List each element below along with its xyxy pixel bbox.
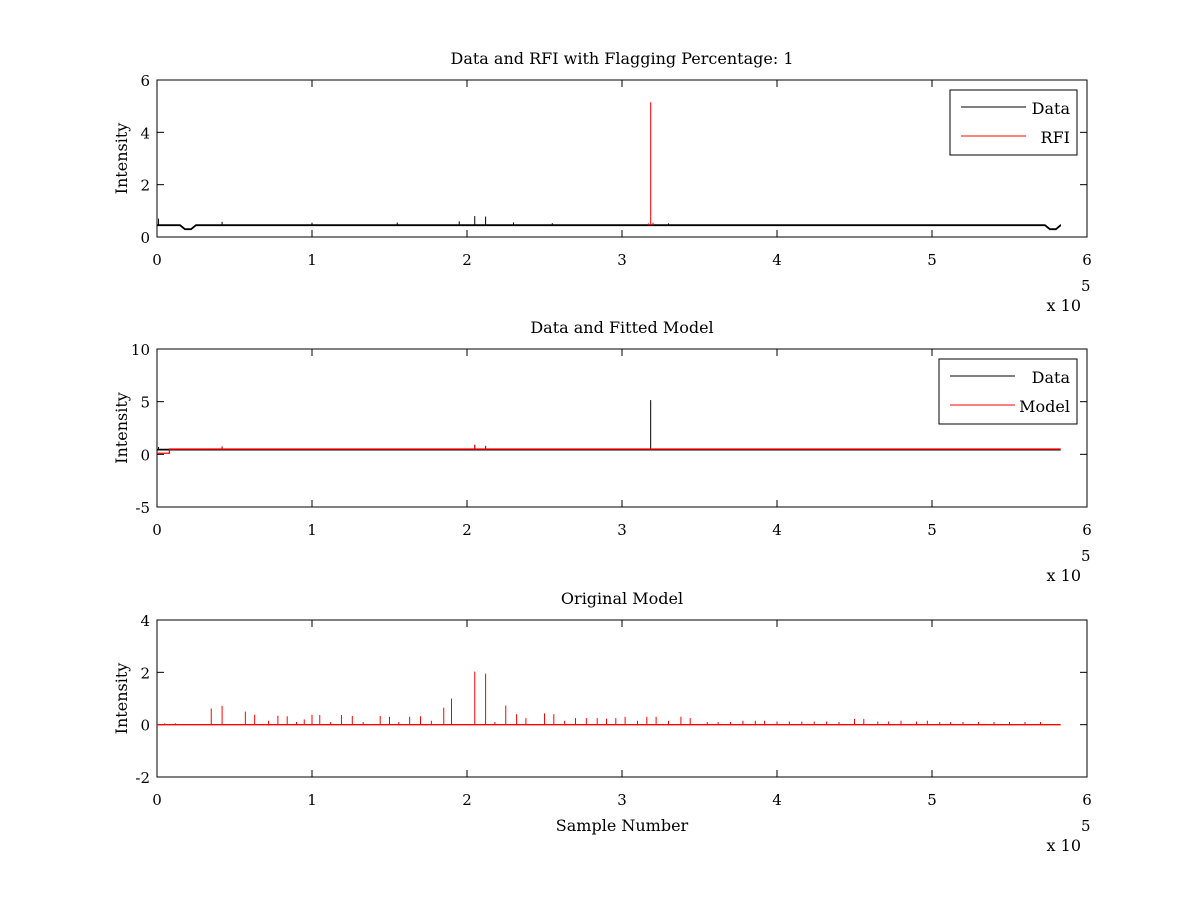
series-data-group xyxy=(157,400,1061,451)
x-multiplier-label: x 10 xyxy=(1047,836,1081,855)
x-multiplier-exponent: 5 xyxy=(1081,817,1091,835)
x-axis-label: Sample Number xyxy=(556,816,689,835)
y-tick-label: 2 xyxy=(140,177,150,195)
series-data-group xyxy=(157,216,1062,231)
y-tick-label: 4 xyxy=(140,612,150,630)
x-tick-label: 3 xyxy=(617,251,627,269)
y-tick-label: 2 xyxy=(140,664,150,682)
legend-label-data: Data xyxy=(1032,99,1071,118)
x-tick-label: 3 xyxy=(617,521,627,539)
x-tick-label: 3 xyxy=(617,791,627,809)
x-tick-label: 1 xyxy=(307,791,317,809)
x-tick-label: 5 xyxy=(927,521,937,539)
x-tick-label: 4 xyxy=(772,521,782,539)
x-tick-label: 2 xyxy=(462,521,472,539)
legend-box xyxy=(938,358,1078,425)
y-axis-label: Intensity xyxy=(112,392,131,464)
legend-label-data: Data xyxy=(1032,368,1071,387)
y-tick-label: 0 xyxy=(140,229,150,247)
x-tick-label: 1 xyxy=(307,251,317,269)
x-multiplier-exponent: 5 xyxy=(1081,277,1091,295)
legend-box xyxy=(949,89,1078,156)
x-tick-label: 1 xyxy=(307,521,317,539)
chart-title: Data and RFI with Flagging Percentage: 1 xyxy=(450,49,793,68)
x-tick-label: 6 xyxy=(1082,251,1092,269)
y-tick-label: 0 xyxy=(140,717,150,735)
x-multiplier-exponent: 5 xyxy=(1081,547,1091,565)
x-tick-label: 2 xyxy=(462,251,472,269)
y-tick-label: -5 xyxy=(135,499,150,517)
x-tick-label: 0 xyxy=(152,251,162,269)
axes-box-3 xyxy=(156,619,1088,778)
x-tick-label: 5 xyxy=(927,791,937,809)
series-rfi-group xyxy=(647,102,654,226)
series-model-group xyxy=(157,444,1061,454)
series-line xyxy=(157,224,1062,231)
y-tick-label: 10 xyxy=(131,341,150,359)
y-tick-label: -2 xyxy=(135,769,150,787)
series-model-group xyxy=(157,671,1061,726)
y-tick-label: 4 xyxy=(140,124,150,142)
legend-label-model: Model xyxy=(1019,397,1070,416)
axes-box-1 xyxy=(156,79,1088,238)
x-tick-label: 4 xyxy=(772,251,782,269)
x-tick-label: 0 xyxy=(152,521,162,539)
y-tick-label: 0 xyxy=(140,446,150,464)
x-multiplier-label: x 10 xyxy=(1047,296,1081,315)
y-axis-label: Intensity xyxy=(112,123,131,195)
x-tick-label: 6 xyxy=(1082,791,1092,809)
x-multiplier-label: x 10 xyxy=(1047,566,1081,585)
series-line xyxy=(157,448,1061,454)
y-axis-label: Intensity xyxy=(112,663,131,735)
chart-title: Original Model xyxy=(561,589,683,608)
legend-label-rfi: RFI xyxy=(1041,128,1070,147)
y-tick-label: 6 xyxy=(140,72,150,90)
x-tick-label: 0 xyxy=(152,791,162,809)
x-tick-label: 2 xyxy=(462,791,472,809)
x-tick-label: 4 xyxy=(772,791,782,809)
y-tick-label: 5 xyxy=(140,394,150,412)
chart-title: Data and Fitted Model xyxy=(530,318,713,337)
x-tick-label: 6 xyxy=(1082,521,1092,539)
x-tick-label: 5 xyxy=(927,251,937,269)
